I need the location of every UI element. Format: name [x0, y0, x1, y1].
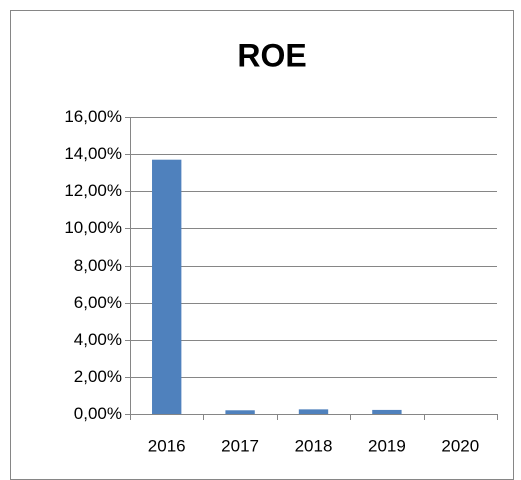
- x-tick-label: 2019: [368, 436, 406, 455]
- bar: [298, 409, 329, 414]
- y-tick-label: 10,00%: [64, 218, 122, 237]
- bar: [152, 159, 182, 414]
- x-tick-label: 2020: [441, 436, 479, 455]
- chart-frame: [10, 10, 514, 480]
- chart-title: ROE: [237, 37, 306, 73]
- y-tick-label: 8,00%: [74, 256, 122, 275]
- bar: [372, 409, 402, 414]
- x-tick-label: 2018: [295, 436, 333, 455]
- y-tick-label: 0,00%: [74, 404, 122, 423]
- y-tick-label: 14,00%: [64, 144, 122, 163]
- x-tick-label: 2017: [221, 436, 259, 455]
- y-tick-label: 12,00%: [64, 181, 122, 200]
- y-tick-label: 16,00%: [64, 107, 122, 126]
- y-tick-label: 2,00%: [74, 367, 122, 386]
- x-tick-label: 2016: [148, 436, 186, 455]
- y-tick-label: 4,00%: [74, 330, 122, 349]
- bar: [225, 410, 255, 414]
- y-tick-label: 6,00%: [74, 293, 122, 312]
